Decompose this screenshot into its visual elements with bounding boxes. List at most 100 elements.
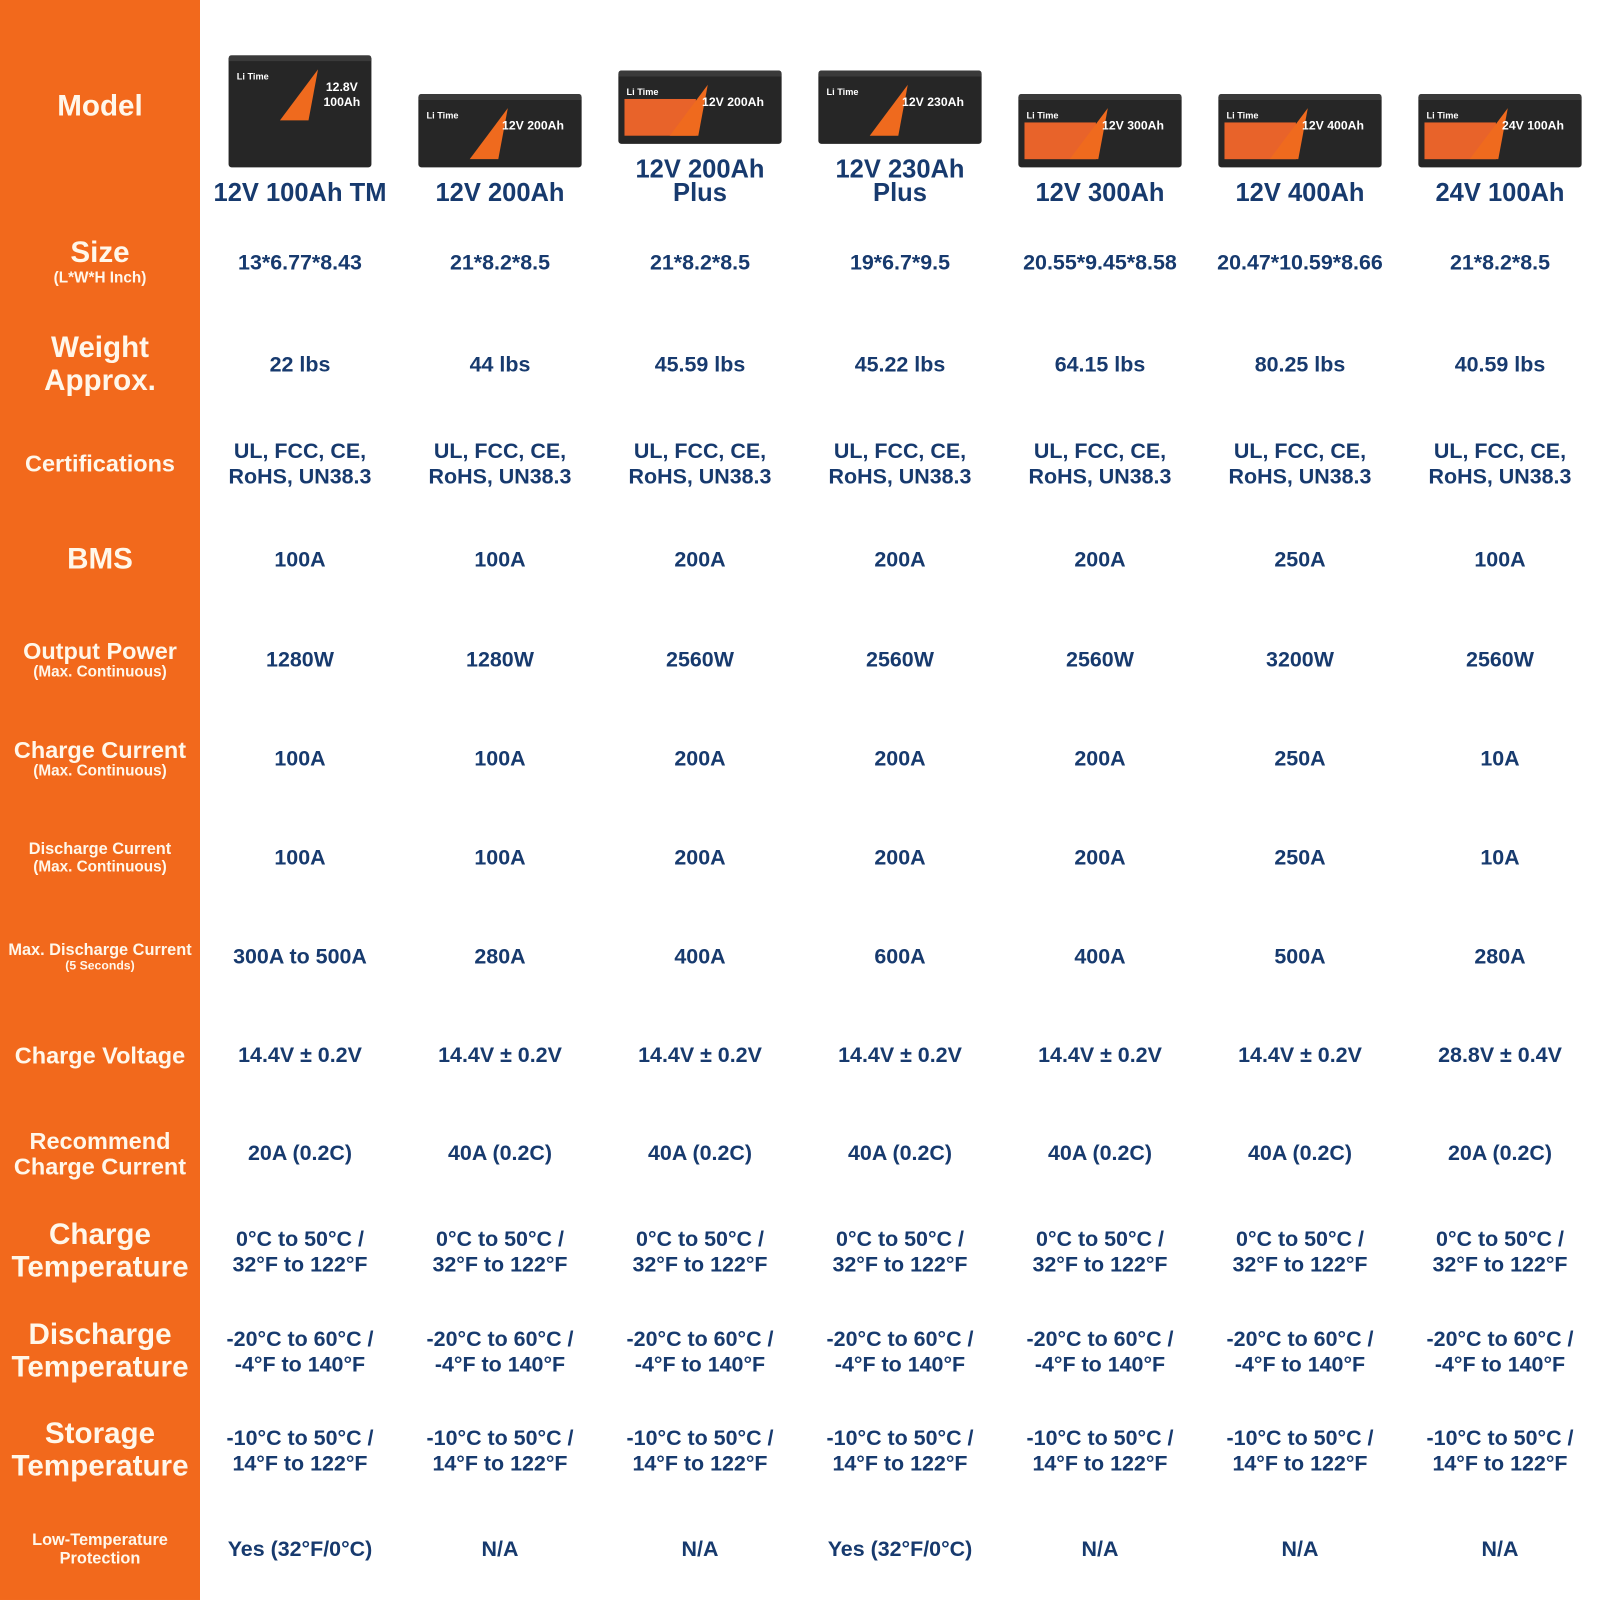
value-cell: 200A [600,510,800,610]
value-cell: -10°C to 50°C / 14°F to 122°F [200,1402,400,1500]
value-cell: 10A [1400,808,1600,908]
value-cell: 28.8V ± 0.4V [1400,1006,1600,1106]
row-label-sub: (Max. Continuous) [33,857,167,876]
value-cell: -10°C to 50°C / 14°F to 122°F [600,1402,800,1500]
cell-value: N/A [1281,1538,1319,1562]
cell-value: 200A [874,747,926,771]
value-cell: 2560W [600,610,800,710]
value-cell: 280A [400,908,600,1006]
cell-value: 250A [1274,747,1326,771]
row-charge-voltage: Charge Voltage 14.4V ± 0.2V 14.4V ± 0.2V 14… [0,1006,1600,1106]
row-model: Model Li Time 12.8V 100Ah 12V 100Ah TM Li Ti… [0,0,1600,214]
value-cell: 10A [1400,710,1600,808]
model-cell: Li Time 12V 400Ah 12V 400Ah [1200,0,1400,214]
row-label: Recommend Charge Current [0,1106,200,1202]
value-cell: 200A [600,710,800,808]
cell-value: 1280W [466,648,534,672]
cell-value: 14.4V ± 0.2V [638,1044,762,1068]
value-cell: 80.25 lbs [1200,311,1400,418]
value-cell: -20°C to 60°C / -4°F to 140°F [800,1302,1000,1402]
cell-value: 28.8V ± 0.4V [1438,1044,1562,1068]
cell-value: 600A [874,945,926,969]
value-cell: 14.4V ± 0.2V [800,1006,1000,1106]
cell-value: 200A [874,548,926,572]
value-cell: 3200W [1200,610,1400,710]
cell-value: 100A [474,846,526,870]
value-cell: 400A [600,908,800,1006]
value-cell: 14.4V ± 0.2V [600,1006,800,1106]
cell-value: 0°C to 50°C / 32°F to 122°F [632,1227,768,1277]
cell-value: N/A [681,1538,719,1562]
cell-value: 300A to 500A [233,945,367,969]
value-cell: UL, FCC, CE, RoHS, UN38.3 [200,418,400,510]
cell-value: 250A [1274,846,1326,870]
value-cell: 21*8.2*8.5 [400,214,600,311]
brand-logo: Li Time [1226,110,1259,121]
value-cell: 45.59 lbs [600,311,800,418]
cell-value: 40A (0.2C) [647,1142,753,1166]
cell-value: 0°C to 50°C / 32°F to 122°F [1032,1227,1168,1277]
model-name: 12V 200Ah [435,178,565,208]
cell-value: -20°C to 60°C / -4°F to 140°F [1026,1327,1174,1377]
value-cell: N/A [1000,1500,1200,1600]
row-label-text: Low-Temperature Protection [32,1532,168,1568]
cell-value: 280A [1474,945,1526,969]
cell-value: 21*8.2*8.5 [449,250,551,275]
row-label-text: Recommend Charge Current [13,1127,187,1180]
cell-value: -10°C to 50°C / 14°F to 122°F [226,1426,374,1476]
value-cell: 250A [1200,510,1400,610]
row-label-text: Charge Voltage [14,1042,186,1069]
cell-value: 3200W [1266,648,1334,672]
value-cell: N/A [600,1500,800,1600]
value-cell: 500A [1200,908,1400,1006]
model-name: 12V 400Ah [1235,178,1365,208]
row-label-text: Size [70,237,130,270]
cell-value: 40A (0.2C) [1247,1142,1352,1166]
cell-value: 14.4V ± 0.2V [238,1044,362,1068]
cell-value: 10A [1480,846,1520,870]
row-label: Charge Current (Max. Continuous) [0,710,200,808]
value-cell: 100A [200,510,400,610]
cell-value: -10°C to 50°C / 14°F to 122°F [1026,1426,1174,1476]
cell-value: -20°C to 60°C / -4°F to 140°F [426,1327,574,1377]
cell-value: 20.55*9.45*8.58 [1023,250,1177,275]
cell-value: N/A [1481,1538,1519,1562]
value-cell: N/A [1400,1500,1600,1600]
value-cell: -20°C to 60°C / -4°F to 140°F [1200,1302,1400,1402]
cell-value: 100A [474,548,526,572]
value-cell: 20.47*10.59*8.66 [1200,214,1400,311]
row-bms: BMS 100A 100A 200A 200A 200A 250A 100A [0,510,1600,610]
cell-value: 280A [474,945,526,969]
battery-capacity-label: 12V 200Ah [702,94,764,109]
row-label: Charge Temperature [0,1202,200,1302]
cell-value: 100A [274,747,326,771]
cell-value: 21*8.2*8.5 [649,250,751,275]
cell-value: UL, FCC, CE, RoHS, UN38.3 [1228,439,1372,489]
model-name: 12V 300Ah [1035,178,1165,208]
label-column [0,0,200,1600]
value-cell: 19*6.7*9.5 [800,214,1000,311]
model-name: 12V 100Ah TM [213,178,387,208]
value-cell: Yes (32°F/0°C) [200,1500,400,1600]
row-label-text: Certifications [24,450,175,477]
model-name: 12V 200Ah Plus [635,154,765,208]
battery-image: Li Time 12V 200Ah [618,69,782,144]
row-label: Certifications [0,418,200,510]
lightning-bolt-icon [869,84,923,136]
value-cell: 0°C to 50°C / 32°F to 122°F [800,1202,1000,1302]
value-cell: 2560W [1400,610,1600,710]
value-cell: -20°C to 60°C / -4°F to 140°F [1400,1302,1600,1402]
cell-value: 100A [274,548,326,572]
cell-value: 200A [674,747,726,771]
value-cell: 600A [800,908,1000,1006]
cell-value: 45.22 lbs [854,352,946,377]
cell-value: 400A [674,945,726,969]
row-label-text: Storage Temperature [11,1417,189,1483]
row-label-sub: (Max. Continuous) [33,762,167,780]
row-label-text: Charge Temperature [11,1218,189,1284]
cell-value: 2560W [666,648,734,672]
row-label-text: Weight Approx. [44,331,156,397]
row-label: Discharge Current (Max. Continuous) [0,808,200,908]
value-cell: 200A [800,808,1000,908]
